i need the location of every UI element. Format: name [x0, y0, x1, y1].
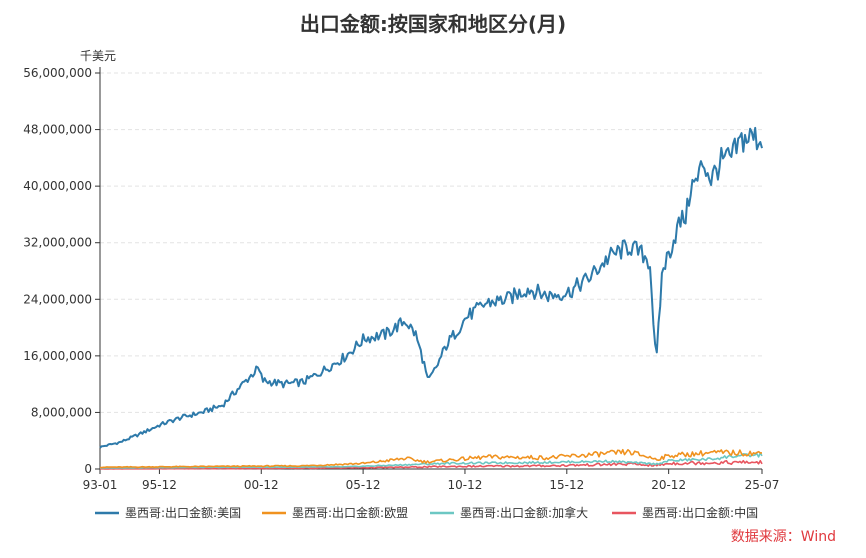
y-tick-label: 24,000,000 — [23, 292, 92, 306]
y-tick-label: 48,000,000 — [23, 123, 92, 137]
y-tick-label: 0 — [84, 462, 92, 476]
y-tick-label: 40,000,000 — [23, 179, 92, 193]
legend-label: 墨西哥:出口金额:欧盟 — [292, 505, 408, 520]
chart-title: 出口金额:按国家和地区分(月) — [299, 12, 567, 36]
y-tick-label: 32,000,000 — [23, 236, 92, 250]
series-line — [99, 459, 763, 470]
x-tick-label: 25-07 — [745, 478, 780, 492]
x-tick-label: 10-12 — [448, 478, 483, 492]
legend-label: 墨西哥:出口金额:加拿大 — [460, 505, 588, 520]
series-line — [100, 448, 762, 469]
series-line — [100, 452, 763, 469]
x-tick-label: 00-12 — [244, 478, 279, 492]
y-tick-label: 16,000,000 — [23, 349, 92, 363]
y-tick-label: 8,000,000 — [31, 405, 92, 419]
series-line — [99, 126, 763, 449]
legend-label: 墨西哥:出口金额:中国 — [642, 505, 758, 520]
x-tick-label: 95-12 — [142, 478, 177, 492]
x-tick-label: 93-01 — [83, 478, 118, 492]
x-tick-label: 05-12 — [346, 478, 381, 492]
y-axis-unit-label: 千美元 — [80, 49, 117, 63]
x-tick-label: 15-12 — [549, 478, 584, 492]
legend-label: 墨西哥:出口金额:美国 — [125, 505, 241, 520]
x-tick-label: 20-12 — [651, 478, 686, 492]
y-tick-label: 56,000,000 — [23, 66, 92, 80]
data-source-note: 数据来源：Wind — [730, 529, 836, 545]
